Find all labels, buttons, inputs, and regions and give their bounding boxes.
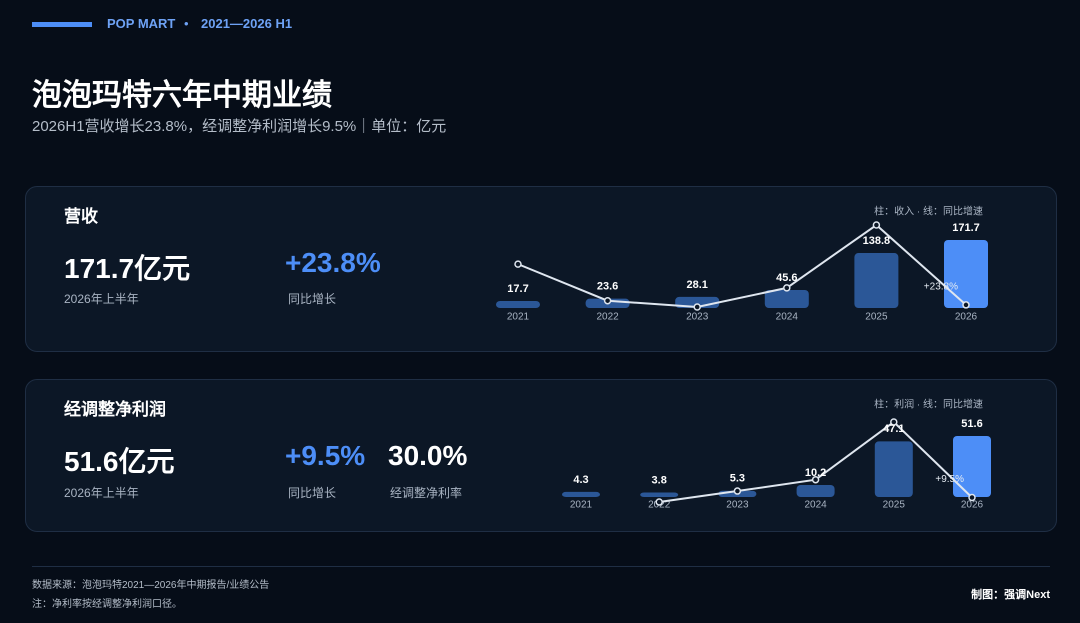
bar — [496, 300, 540, 308]
bar — [854, 253, 899, 308]
kpi-value: +9.5% — [285, 440, 366, 471]
title: 泡泡玛特六年中期业绩 — [32, 79, 332, 112]
kpi-label: 2026年上半年 — [64, 292, 139, 306]
line-point — [872, 221, 881, 229]
bar-value-label: 51.6 — [961, 418, 982, 430]
panel-title: 经调整净利润 — [64, 400, 166, 419]
x-tick-label: 2021 — [570, 500, 593, 511]
brand: POP MART — [107, 16, 176, 31]
line-point — [968, 493, 976, 502]
x-tick-label: 2022 — [596, 312, 619, 323]
line-point — [962, 301, 970, 309]
line-value-label: +23.8% — [924, 282, 958, 293]
bar — [764, 289, 809, 308]
kpi-value: +23.8% — [285, 247, 381, 278]
kpi-value: 171.7亿元 — [64, 253, 191, 284]
line-point — [783, 284, 791, 292]
legend: 柱：收入 · 线：同比增速 — [874, 205, 983, 218]
kpi-value: 30.0% — [388, 440, 468, 471]
bar — [953, 436, 991, 497]
line-point — [514, 260, 522, 268]
x-tick-label: 2024 — [776, 312, 799, 323]
source: 数据来源：泡泡玛特2021—2026年中期报告/业绩公告 — [32, 580, 270, 591]
kpi-label: 同比增长 — [288, 292, 337, 306]
credit: 制图：强调Next — [971, 589, 1050, 601]
bar-value-label: 171.7 — [952, 222, 980, 234]
x-tick-label: 2024 — [804, 500, 827, 511]
bar-value-label: 138.8 — [863, 235, 891, 247]
line — [517, 223, 967, 309]
note: 注：净利率按经调整净利润口径。 — [32, 599, 182, 610]
period: 2021—2026 H1 — [201, 16, 293, 31]
x-tick-label: 2026 — [961, 500, 984, 511]
bar-value-label: 4.3 — [573, 474, 588, 486]
divider — [32, 566, 1050, 567]
bar — [796, 484, 835, 497]
x-tick-label: 2023 — [686, 312, 709, 323]
line-point — [655, 498, 663, 506]
x-tick-label: 2023 — [726, 500, 749, 511]
x-tick-label: 2021 — [507, 312, 530, 323]
x-tick-label: 2025 — [883, 500, 906, 511]
bar-value-label: 28.1 — [686, 279, 707, 291]
bar — [640, 492, 679, 497]
bar — [944, 240, 988, 308]
line-point — [890, 418, 898, 426]
line-point — [811, 475, 820, 484]
line-point — [693, 303, 701, 311]
separator: • — [184, 16, 189, 31]
line-point — [733, 487, 742, 495]
kpi-label: 经调整净利率 — [390, 486, 463, 500]
x-tick-label: 2026 — [955, 312, 978, 323]
line-point — [603, 296, 612, 305]
subtitle: 2026H1营收增长23.8%，经调整净利润增长9.5%｜单位：亿元 — [32, 118, 447, 135]
x-tick-label: 2025 — [865, 312, 888, 323]
bar-value-label: 45.6 — [776, 272, 797, 284]
bar — [562, 491, 600, 497]
kpi-label: 2026年上半年 — [64, 486, 139, 500]
bar-value-label: 5.3 — [730, 473, 745, 485]
panel-title: 营收 — [64, 207, 98, 226]
bar-value-label: 47.1 — [883, 423, 904, 435]
bar-value-label: 3.8 — [652, 474, 667, 486]
kpi-value: 51.6亿元 — [64, 446, 175, 477]
bar-value-label: 17.7 — [507, 283, 528, 295]
line-value-label: +9.5% — [935, 474, 964, 485]
kpi-label: 同比增长 — [288, 486, 337, 500]
bar — [874, 441, 913, 497]
legend: 柱：利润 · 线：同比增速 — [874, 398, 983, 411]
bar-value-label: 23.6 — [597, 281, 618, 293]
bar-value-label: 10.2 — [805, 467, 826, 479]
accent-bar — [32, 22, 92, 27]
